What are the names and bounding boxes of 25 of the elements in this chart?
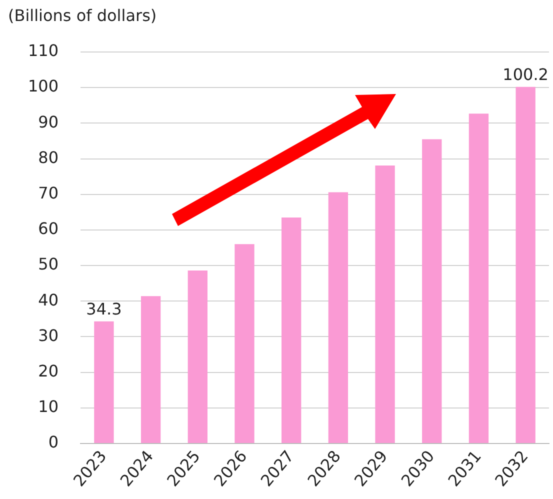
y-tick-label: 30 bbox=[38, 326, 59, 345]
bar bbox=[375, 166, 395, 443]
y-tick-label: 90 bbox=[38, 112, 59, 132]
bar bbox=[234, 244, 254, 443]
y-tick-label: 20 bbox=[38, 361, 59, 380]
y-tick-label: 50 bbox=[38, 254, 59, 274]
bar bbox=[94, 321, 114, 443]
y-tick-label: 40 bbox=[38, 290, 59, 310]
bar bbox=[188, 270, 208, 443]
y-tick-label: 110 bbox=[28, 41, 59, 60]
y-tick-label: 80 bbox=[38, 148, 59, 167]
y-axis-title: (Billions of dollars) bbox=[8, 6, 157, 25]
bar bbox=[516, 86, 536, 443]
data-label: 100.2 bbox=[502, 65, 548, 84]
y-tick-label: 60 bbox=[38, 219, 59, 238]
bar bbox=[140, 296, 161, 443]
bar bbox=[468, 114, 489, 443]
y-tick-label: 70 bbox=[38, 184, 59, 203]
data-label: 34.3 bbox=[86, 300, 122, 319]
y-tick-label: 100 bbox=[28, 76, 59, 96]
bar bbox=[282, 217, 302, 443]
bar bbox=[422, 139, 442, 443]
bar bbox=[328, 192, 348, 443]
y-tick-label: 0 bbox=[48, 432, 59, 452]
y-tick-label: 10 bbox=[38, 397, 59, 416]
